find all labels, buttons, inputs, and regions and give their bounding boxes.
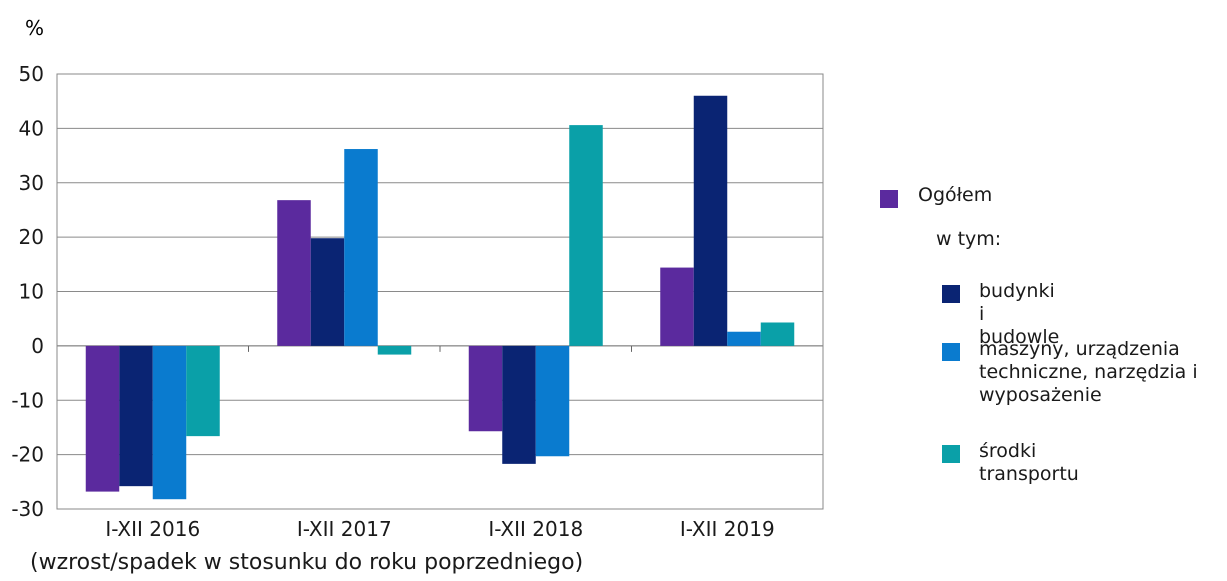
legend-label-budynki: budynki i budowle bbox=[979, 280, 1060, 348]
legend-label-transport: środki transportu bbox=[979, 440, 1079, 485]
x-tick-label: I-XII 2018 bbox=[488, 517, 583, 541]
y-axis-tick-labels: 50 40 30 20 10 0 -10 -20 -30 bbox=[11, 62, 44, 521]
bar bbox=[119, 345, 153, 487]
y-tick-label: -30 bbox=[11, 497, 44, 521]
bar bbox=[377, 345, 412, 355]
bar bbox=[569, 125, 603, 346]
legend-label-maszyny: maszyny, urządzenia techniczne, narzędzi… bbox=[979, 338, 1227, 406]
y-tick-label: 0 bbox=[31, 334, 44, 358]
x-axis-tick-labels: I-XII 2016 I-XII 2017 I-XII 2018 I-XII 2019 bbox=[105, 517, 774, 541]
bar bbox=[535, 345, 570, 457]
x-tick-label: I-XII 2017 bbox=[297, 517, 392, 541]
bar bbox=[186, 345, 220, 437]
bar bbox=[760, 322, 795, 346]
bar bbox=[152, 345, 187, 500]
bar bbox=[502, 345, 536, 464]
y-unit-label: % bbox=[25, 16, 44, 40]
legend-swatch-ogolem bbox=[880, 190, 898, 208]
legend-swatch-budynki bbox=[942, 285, 960, 303]
y-tick-label: 50 bbox=[19, 62, 44, 86]
legend-swatch-maszyny bbox=[942, 343, 960, 361]
x-tick-label: I-XII 2016 bbox=[105, 517, 200, 541]
bar bbox=[468, 345, 503, 432]
bar bbox=[85, 345, 120, 492]
plot-frame bbox=[56, 73, 824, 510]
y-tick-label: 30 bbox=[19, 171, 44, 195]
y-tick-label: -10 bbox=[11, 388, 44, 412]
legend-label-maszyny-text: maszyny, urządzenia techniczne, narzędzi… bbox=[979, 338, 1198, 406]
bar bbox=[660, 267, 694, 346]
bar bbox=[277, 200, 311, 346]
bars bbox=[85, 95, 795, 500]
bar bbox=[727, 331, 761, 346]
y-tick-label: 40 bbox=[19, 116, 44, 140]
y-tick-label: 10 bbox=[19, 280, 44, 304]
chart-caption: (wzrost/spadek w stosunku do roku poprze… bbox=[30, 550, 584, 575]
bar bbox=[310, 238, 345, 346]
legend-label-ogolem: Ogółem bbox=[918, 184, 993, 206]
legend-swatch-transport bbox=[942, 445, 960, 463]
y-tick-label: 20 bbox=[19, 225, 44, 249]
x-tick-label: I-XII 2019 bbox=[680, 517, 775, 541]
y-tick-label: -20 bbox=[11, 443, 44, 467]
bar bbox=[344, 149, 378, 346]
bar bbox=[693, 95, 728, 346]
legend-subheading: w tym: bbox=[936, 228, 1002, 250]
